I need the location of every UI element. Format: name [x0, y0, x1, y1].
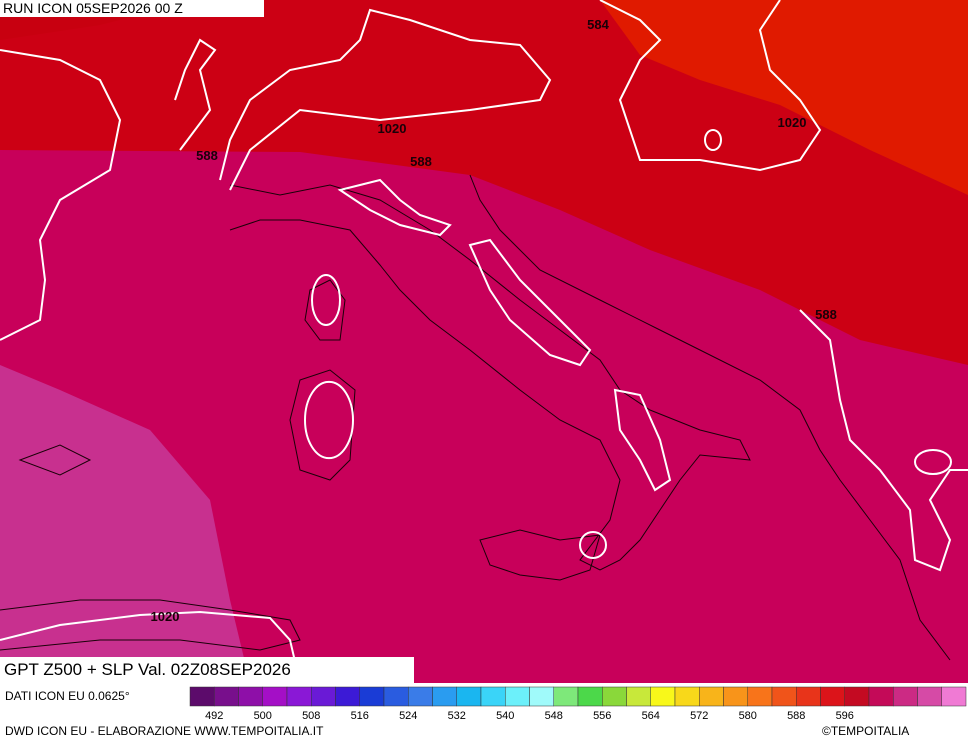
contour-label: 588 [410, 154, 432, 169]
map-title: GPT Z500 + SLP Val. 02Z08SEP2026 [0, 657, 414, 683]
colorbar-label: 532 [448, 710, 466, 722]
color-swatch [650, 686, 676, 707]
isobars [0, 0, 968, 683]
color-swatch [432, 686, 457, 707]
colorbar-label: 548 [545, 710, 563, 722]
color-swatch [480, 686, 506, 707]
color-swatch [335, 686, 360, 707]
copyright: ©TEMPOITALIA [822, 724, 910, 738]
credit: DWD ICON EU - ELABORAZIONE WWW.TEMPOITAL… [5, 724, 324, 738]
coastlines [0, 174, 951, 661]
color-swatch [868, 686, 894, 707]
color-swatch [723, 686, 748, 707]
color-swatch [893, 686, 918, 707]
contour-labels: 584 588 588 588 1020 1020 1020 [151, 17, 837, 624]
color-swatch [820, 686, 845, 707]
color-swatch [771, 686, 797, 707]
color-swatch [505, 686, 530, 707]
color-swatch [408, 686, 433, 707]
color-swatch [747, 686, 773, 707]
colorbar-label: 564 [642, 710, 660, 722]
color-swatch [577, 686, 603, 707]
color-swatch [917, 686, 942, 707]
color-swatch [359, 686, 385, 707]
contour-label: 1020 [378, 121, 407, 136]
color-swatch [602, 686, 627, 707]
colorbar-label: 492 [205, 710, 223, 722]
colorbar-label: 556 [593, 710, 611, 722]
color-swatch [529, 686, 554, 707]
colorbar-label: 516 [351, 710, 369, 722]
contour-label: 1020 [151, 609, 180, 624]
color-swatch [286, 686, 312, 707]
z500-field-580 [600, 0, 968, 195]
color-swatch [626, 686, 651, 707]
color-swatch [941, 686, 967, 707]
colorbar-label: 588 [787, 710, 805, 722]
colorbar-label: 524 [399, 710, 417, 722]
color-swatch [189, 686, 215, 707]
color-swatch [844, 686, 870, 707]
colorbar-label: 580 [739, 710, 757, 722]
contour-label: 588 [196, 148, 218, 163]
colorbar-label: 508 [302, 710, 320, 722]
color-swatch [699, 686, 724, 707]
colorbar-label: 596 [836, 710, 854, 722]
colorbar-label: 572 [690, 710, 708, 722]
color-swatch [238, 686, 263, 707]
color-swatch [674, 686, 700, 707]
color-swatch [553, 686, 579, 707]
colorbar: 492 500 508 516 524 532 540 548 556 564 572 580 588 5… [189, 686, 967, 722]
z500-field-584 [0, 0, 968, 365]
data-source: DATI ICON EU 0.0625° [5, 689, 130, 703]
contour-label: 1020 [778, 115, 807, 130]
color-swatch [262, 686, 288, 707]
color-swatch [796, 686, 821, 707]
contour-label: 584 [587, 17, 609, 32]
contour-label: 588 [815, 307, 837, 322]
colorbar-label: 500 [254, 710, 272, 722]
color-swatch [383, 686, 409, 707]
color-swatch [311, 686, 336, 707]
color-swatch [456, 686, 482, 707]
map: 584 588 588 588 1020 1020 1020 [0, 0, 968, 683]
color-swatch [214, 686, 239, 707]
colorbar-label: 540 [496, 710, 514, 722]
run-header: RUN ICON 05SEP2026 00 Z [0, 0, 264, 17]
